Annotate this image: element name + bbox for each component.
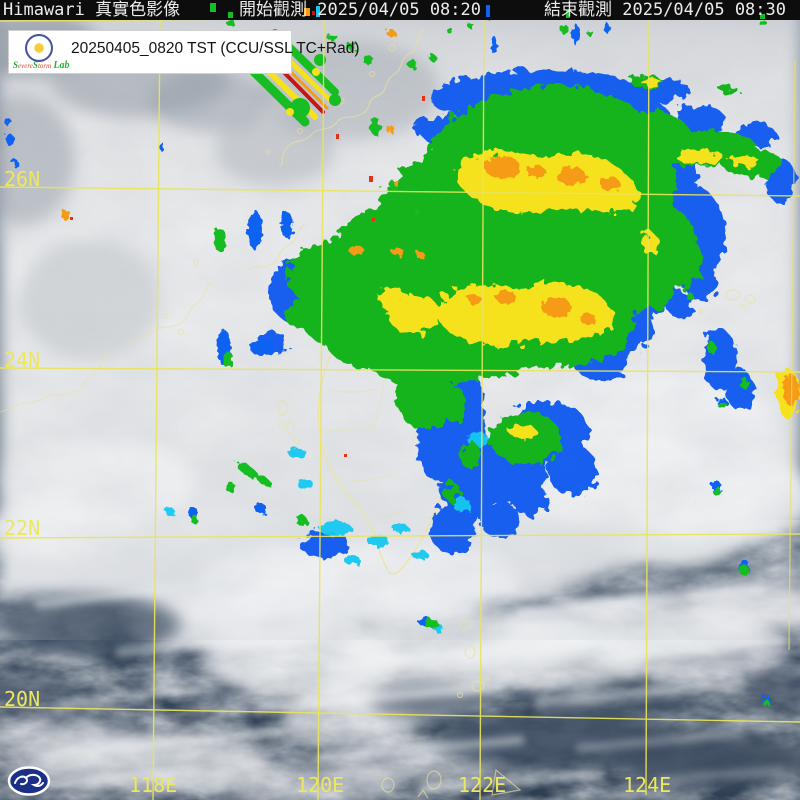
latlon-grid xyxy=(0,14,800,800)
radar-echo-cyan xyxy=(165,432,488,632)
gridline-22n xyxy=(0,533,800,539)
gridline-124e xyxy=(645,18,650,796)
radar-echo-orange xyxy=(61,8,799,406)
product-info-box: SevereStorm Lab 20250405_0820 TST (CCU/S… xyxy=(8,30,360,74)
severe-storm-lab-logo: SevereStorm Lab xyxy=(13,60,70,71)
gridline-20n xyxy=(0,706,800,723)
header-bar-background xyxy=(0,0,800,20)
typhoon-swirl-agency-logo xyxy=(7,766,51,796)
radar-echo-green-specks xyxy=(190,4,769,707)
gridline-24n xyxy=(0,367,800,373)
gridline-122e xyxy=(479,18,485,800)
gridline-126e xyxy=(788,59,796,651)
gridline-118e xyxy=(152,18,161,800)
gridline-120e xyxy=(317,18,325,800)
product-id-label: 20250405_0820 TST (CCU/SSL TC+Rad) xyxy=(71,40,360,57)
radar-specks-on-header xyxy=(210,3,765,19)
ccu-university-seal-icon xyxy=(25,34,53,62)
gridline-26n xyxy=(0,186,800,197)
